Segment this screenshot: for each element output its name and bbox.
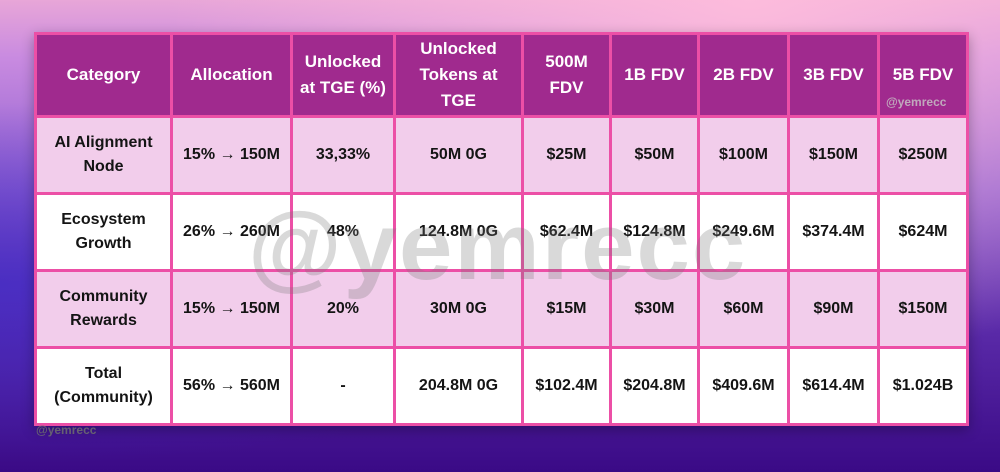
cell: $624M <box>877 192 969 272</box>
cell: - <box>290 346 396 426</box>
cell: $102.4M <box>521 346 612 426</box>
cell: $15M <box>521 269 612 349</box>
header-3b-fdv: 3B FDV <box>787 32 880 118</box>
cell: Ecosystem Growth <box>34 192 173 272</box>
cell: $409.6M <box>697 346 790 426</box>
cell: $204.8M <box>609 346 700 426</box>
cell: $250M <box>877 115 969 195</box>
cell: $50M <box>609 115 700 195</box>
header-unlocked-tokens: Unlocked Tokens at TGE <box>393 32 524 118</box>
cell: 48% <box>290 192 396 272</box>
cell: $374.4M <box>787 192 880 272</box>
token-unlock-table: Category Allocation Unlocked at TGE (%) … <box>34 32 969 426</box>
header-category: Category <box>34 32 173 118</box>
cell: $90M <box>787 269 880 349</box>
cell: $60M <box>697 269 790 349</box>
table-row-total: Total (Community) 56% → 560M -204.8M 0G $10… <box>34 346 969 426</box>
header-2b-fdv: 2B FDV <box>697 32 790 118</box>
cell: $25M <box>521 115 612 195</box>
header-1b-fdv: 1B FDV <box>609 32 700 118</box>
cell: $614.4M <box>787 346 880 426</box>
cell: $249.6M <box>697 192 790 272</box>
cell: 15% → 150M <box>170 115 293 195</box>
watermark-corner: @yemrecc <box>36 423 97 437</box>
cell: Community Rewards <box>34 269 173 349</box>
header-5b-fdv-label: 5B FDV <box>892 65 954 84</box>
cell: $150M <box>787 115 880 195</box>
cell: $30M <box>609 269 700 349</box>
cell: 30M 0G <box>393 269 524 349</box>
header-unlocked-pct: Unlocked at TGE (%) <box>290 32 396 118</box>
cell: $1.024B <box>877 346 969 426</box>
cell: 124.8M 0G <box>393 192 524 272</box>
cell: $62.4M <box>521 192 612 272</box>
header-allocation: Allocation <box>170 32 293 118</box>
table-row: Community Rewards 15% → 150M 20% 30M 0G $15M… <box>34 269 969 349</box>
cell: 15% → 150M <box>170 269 293 349</box>
header-row: Category Allocation Unlocked at TGE (%) … <box>34 32 969 118</box>
header-5b-fdv: 5B FDV @yemrecc <box>877 32 969 118</box>
cell: AI Alignment Node <box>34 115 173 195</box>
cell: 204.8M 0G <box>393 346 524 426</box>
cell: 20% <box>290 269 396 349</box>
cell: 50M 0G <box>393 115 524 195</box>
cell: 56% → 560M <box>170 346 293 426</box>
cell: $100M <box>697 115 790 195</box>
table-row: Ecosystem Growth 26% → 260M 48% 124.8M 0G $6… <box>34 192 969 272</box>
watermark-small: @yemrecc <box>886 95 947 109</box>
table-row: AI Alignment Node 15% → 150M 33,33% 50M 0G $… <box>34 115 969 195</box>
header-500m-fdv: 500M FDV <box>521 32 612 118</box>
cell: $124.8M <box>609 192 700 272</box>
cell: $150M <box>877 269 969 349</box>
cell: 26% → 260M <box>170 192 293 272</box>
cell: Total (Community) <box>34 346 173 426</box>
cell: 33,33% <box>290 115 396 195</box>
